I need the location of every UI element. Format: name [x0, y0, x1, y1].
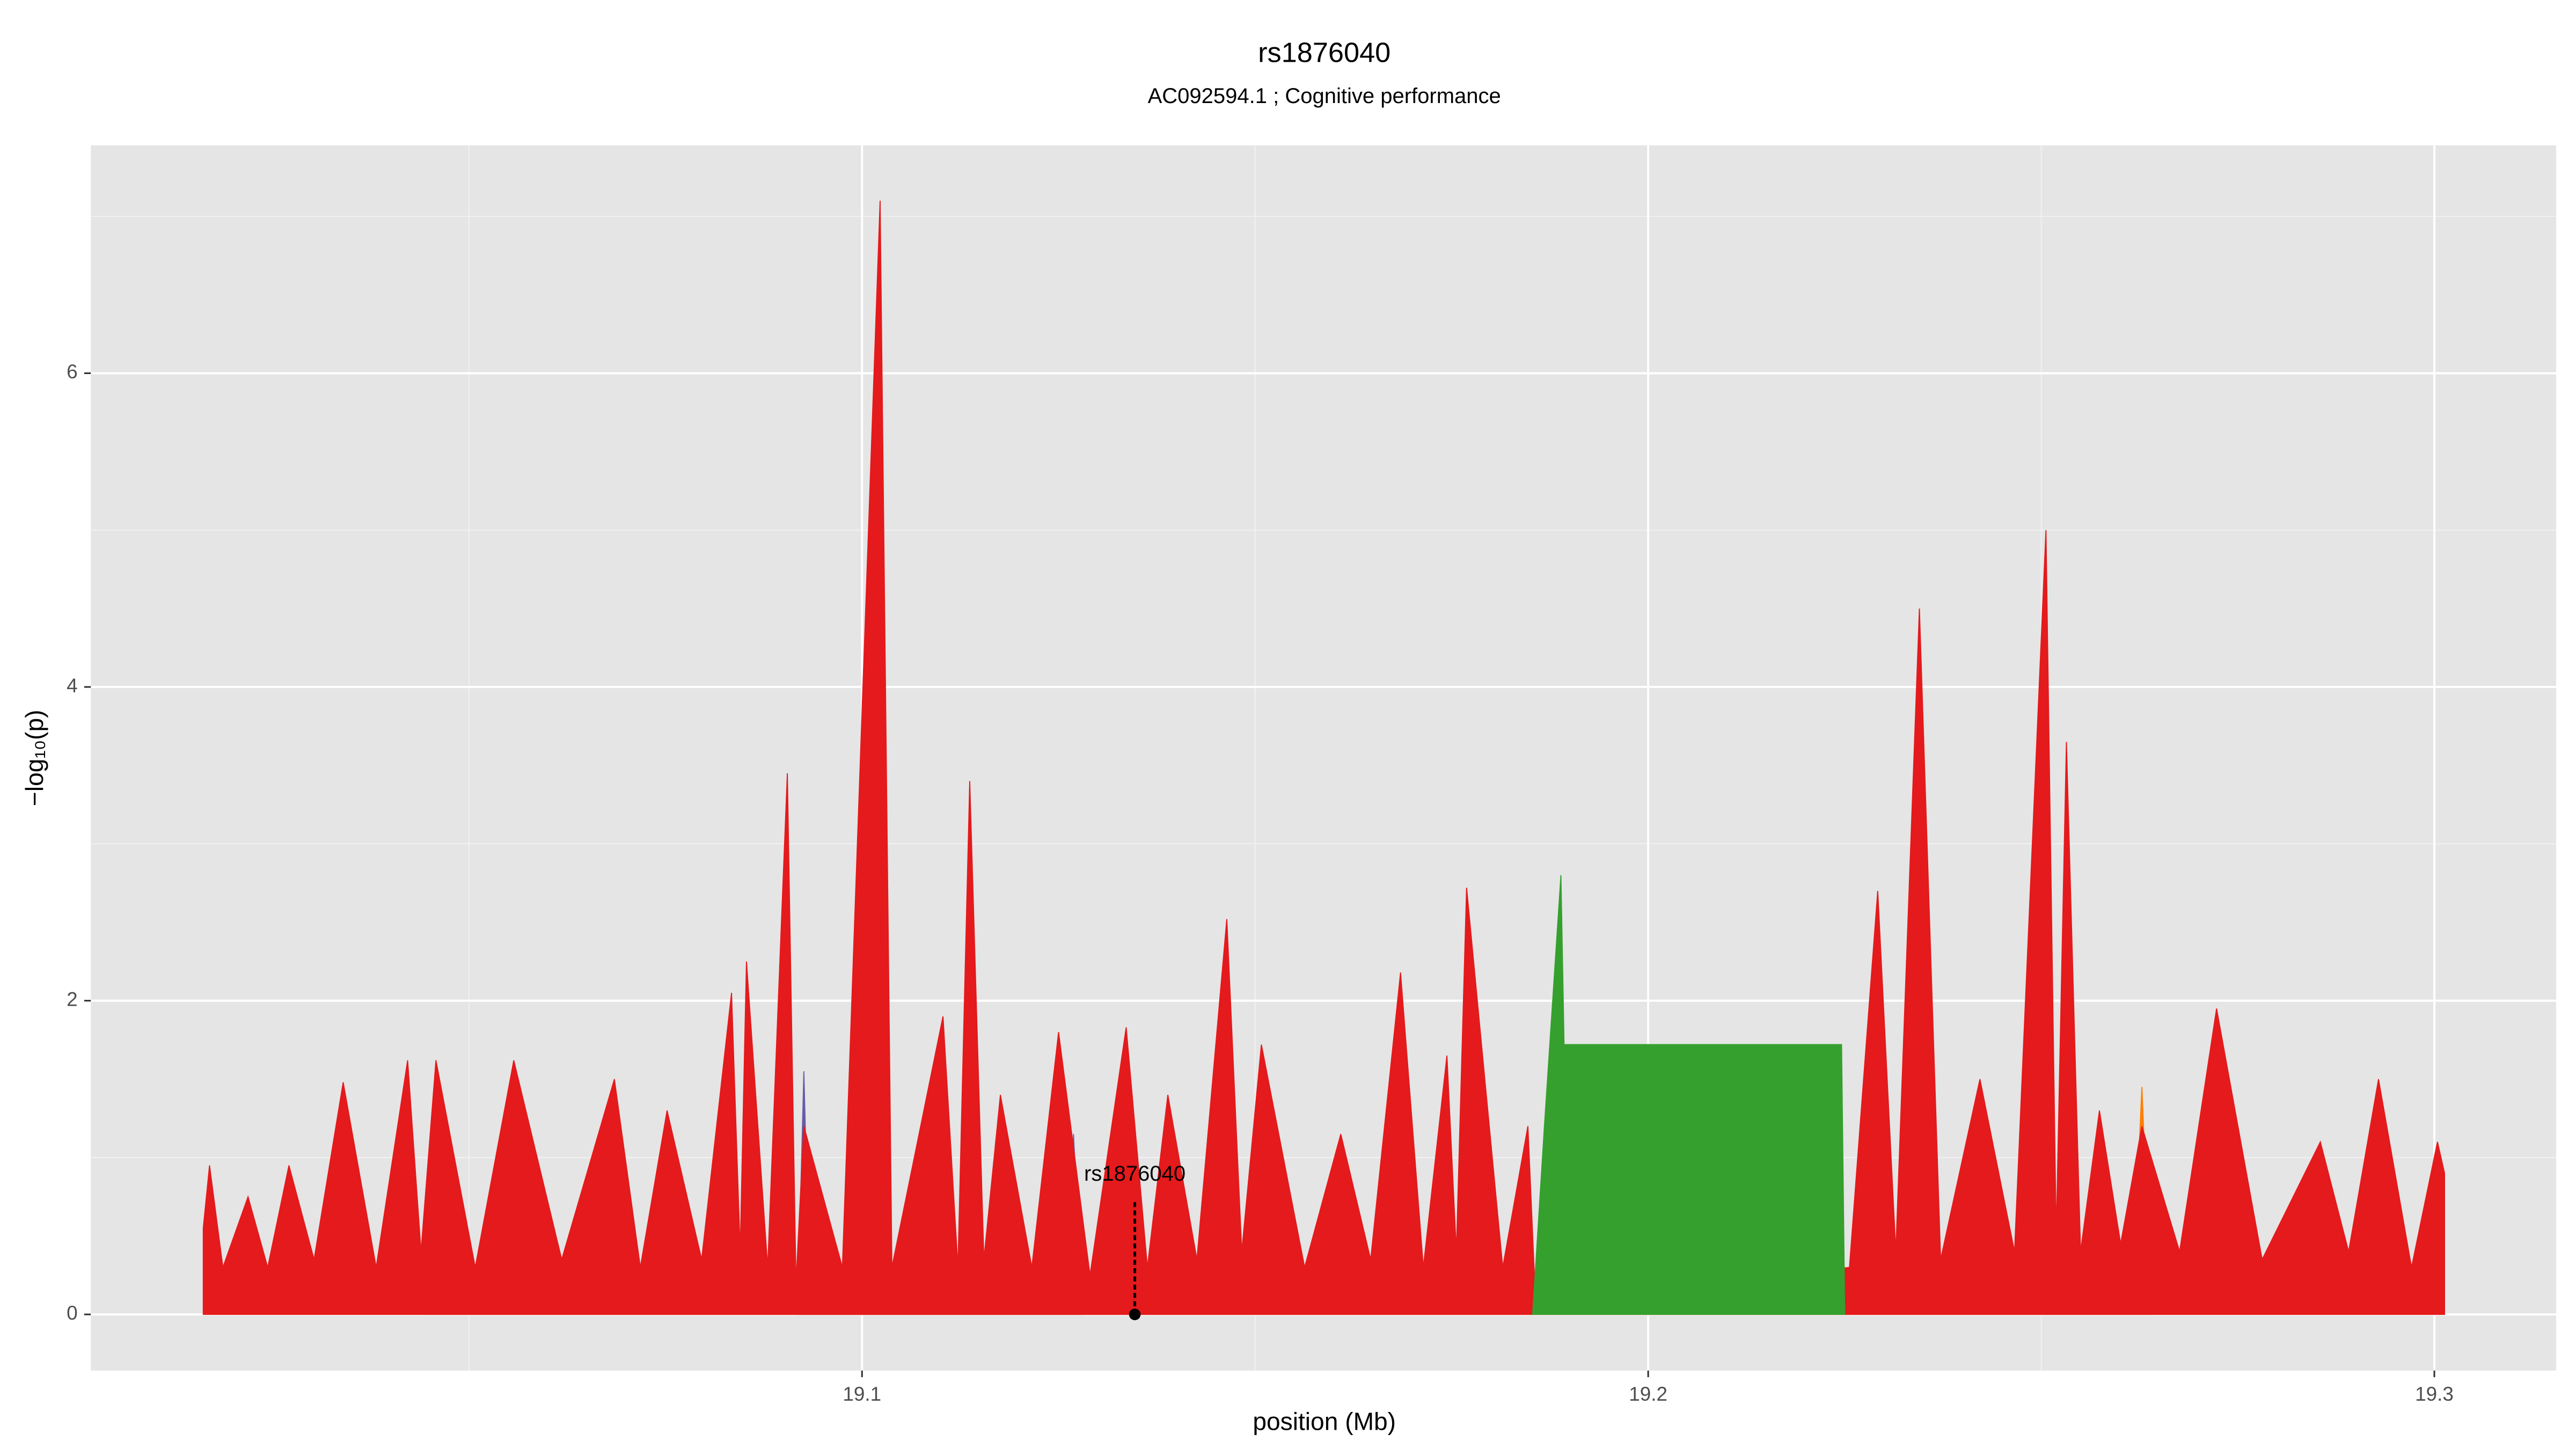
y-tick-label: 4 — [67, 675, 78, 697]
x-tick-label: 19.2 — [1629, 1383, 1667, 1405]
y-tick-label: 0 — [67, 1302, 78, 1324]
y-tick-label: 6 — [67, 361, 78, 383]
chart-subtitle: AC092594.1 ; Cognitive performance — [1148, 84, 1501, 108]
annotation-point — [1129, 1308, 1141, 1320]
x-tick-label: 19.3 — [2415, 1383, 2454, 1405]
plot-background — [91, 145, 2557, 1371]
annotation-label: rs1876040 — [1084, 1162, 1185, 1185]
area-series — [202, 200, 2445, 1315]
x-tick-label: 19.1 — [843, 1383, 881, 1405]
chart-title: rs1876040 — [1258, 37, 1391, 68]
area-series — [1532, 875, 1846, 1315]
y-axis-label: −log₁₀(p) — [20, 709, 48, 806]
x-axis-label: position (Mb) — [1253, 1407, 1396, 1435]
y-tick-label: 2 — [67, 988, 78, 1010]
